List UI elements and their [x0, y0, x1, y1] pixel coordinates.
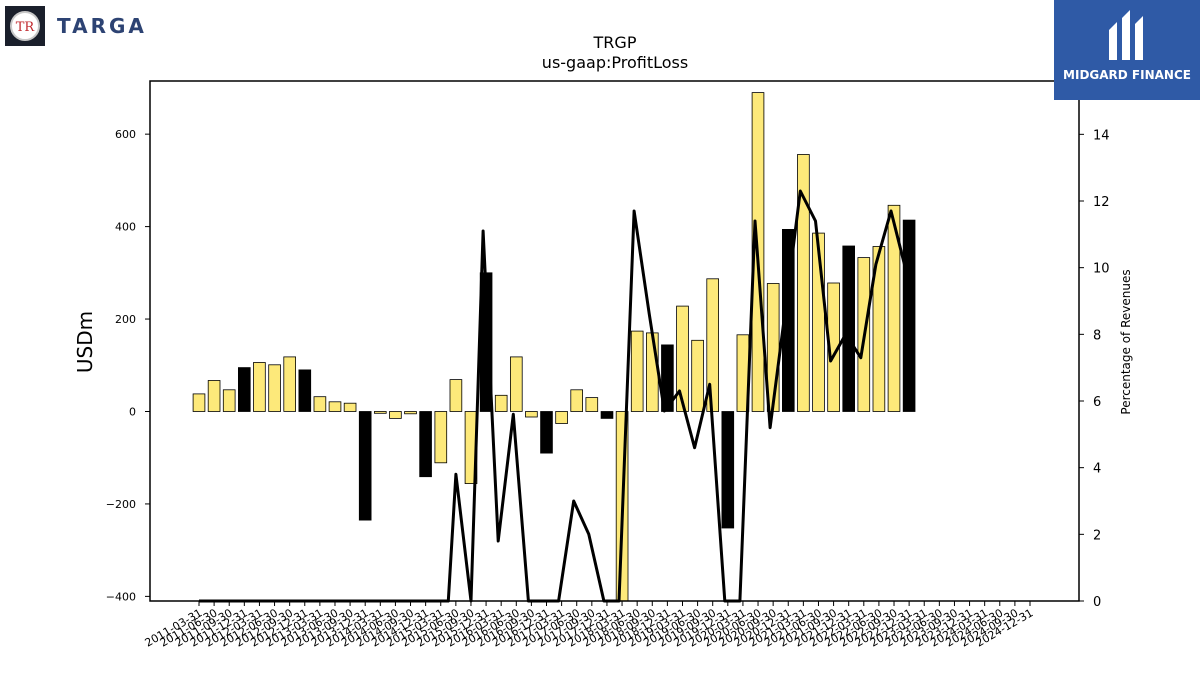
bar: [525, 411, 538, 418]
y2-tick-label: 10: [1093, 262, 1110, 277]
y2-tick-label: 12: [1093, 195, 1110, 210]
bar: [585, 397, 599, 412]
bar: [449, 379, 463, 412]
bar: [812, 232, 825, 412]
chart-title: TRGP: [593, 33, 637, 52]
bar: [661, 344, 674, 412]
targa-logo-mark: TR: [5, 6, 45, 46]
targa-logo: TR TARGA: [5, 4, 147, 48]
bar: [570, 389, 583, 412]
bar: [676, 305, 689, 412]
bar: [253, 362, 266, 412]
y2-tick-label: 6: [1093, 395, 1101, 410]
bar: [540, 411, 553, 454]
bar: [721, 411, 735, 529]
bar: [434, 411, 448, 464]
bar: [222, 389, 236, 412]
bar: [419, 411, 432, 478]
bar: [298, 369, 312, 412]
chart-subtitle: us-gaap:ProfitLoss: [542, 53, 688, 72]
y-tick-label: 0: [129, 405, 136, 418]
midgard-finance-mark-icon: [1109, 10, 1143, 60]
svg-text:TR: TR: [16, 20, 36, 35]
bar: [207, 380, 221, 412]
midgard-finance-logo: MIDGARD FINANCE: [1054, 0, 1200, 100]
midgard-finance-text: MIDGARD FINANCE: [1063, 68, 1191, 82]
bar: [646, 332, 659, 412]
bar: [404, 411, 417, 415]
bar: [555, 411, 568, 424]
bar: [494, 394, 508, 412]
y2-tick-label: 8: [1093, 328, 1101, 343]
bar: [268, 364, 281, 412]
bar: [902, 219, 916, 412]
bar: [797, 154, 810, 412]
plot-area: −400−2000200400600024681012142011-03-312…: [106, 80, 1110, 650]
y2-tick-label: 14: [1093, 128, 1110, 143]
bar: [887, 204, 901, 412]
bar: [328, 401, 342, 412]
y-tick-label: −200: [106, 498, 136, 511]
bar: [691, 339, 704, 412]
y-tick-label: 200: [115, 313, 136, 326]
bar: [842, 245, 855, 412]
y-tick-label: 600: [115, 128, 136, 141]
y-axis-label: USDm: [73, 311, 97, 373]
bar: [373, 411, 387, 414]
y2-axis-label: Percentage of Revenues: [1119, 269, 1133, 414]
y-tick-label: 400: [115, 221, 136, 234]
bar: [358, 411, 372, 521]
y2-tick-label: 4: [1093, 462, 1101, 477]
y2-tick-label: 0: [1093, 595, 1101, 610]
bar: [872, 246, 886, 412]
bar: [283, 356, 296, 412]
bar: [600, 411, 614, 419]
bar: [313, 396, 327, 412]
plot-frame: [149, 80, 1080, 602]
bar: [509, 356, 523, 412]
targa-logo-text: TARGA: [57, 14, 147, 38]
bar: [630, 330, 644, 412]
bar: [782, 228, 795, 412]
bar: [343, 402, 357, 412]
y-tick-label: −400: [106, 590, 136, 603]
bar: [192, 393, 206, 412]
bar: [389, 411, 402, 419]
y2-tick-label: 2: [1093, 528, 1101, 543]
bar: [237, 367, 251, 412]
